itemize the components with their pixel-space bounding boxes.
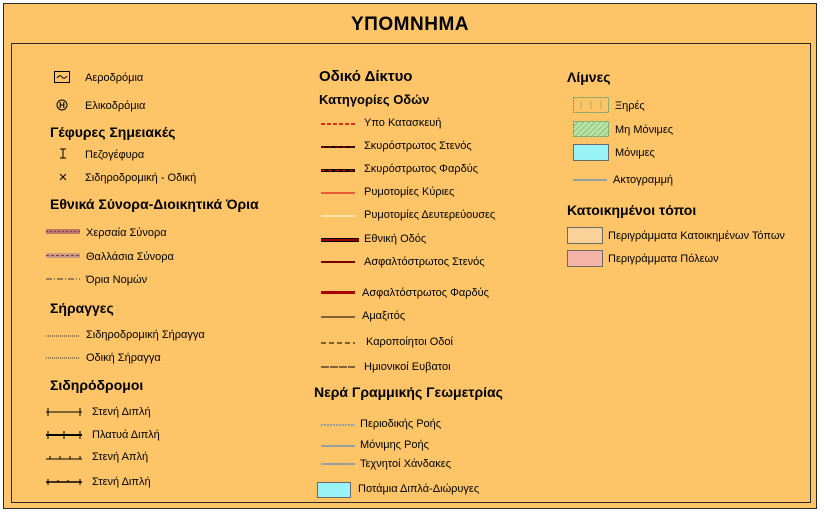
lakes-heading: Λίμνες xyxy=(567,69,611,85)
permanent-lake-label: Μόνιμες xyxy=(615,147,655,159)
mule-path-symbol xyxy=(321,366,355,368)
road-categories-heading: Κατηγορίες Οδών xyxy=(319,92,430,107)
non-permanent-lake-label: Μη Μόνιμες xyxy=(615,124,674,136)
road-label-0: Υπο Κατασκευή xyxy=(364,117,442,129)
road-tunnel-symbol xyxy=(46,357,80,359)
water-label-0: Περιοδικής Ροής xyxy=(360,418,442,430)
bridges-heading: Γέφυρες Σημειακές xyxy=(50,124,176,140)
road-label-8: Αμαξιτός xyxy=(362,310,406,322)
water-label-3: Ποτάμια Διπλά-Διώρυγες xyxy=(358,483,480,495)
railway-wide-double-symbol xyxy=(46,431,82,439)
permanent-flow-symbol xyxy=(321,445,355,447)
sea-border-symbol xyxy=(46,253,80,258)
secondary-streets-symbol xyxy=(321,215,355,217)
legend-title: ΥΠΟΜΝΗΜΑ xyxy=(351,14,469,35)
gravel-wide-symbol xyxy=(321,169,355,172)
coastline-label: Ακτογραμμή xyxy=(613,174,674,186)
road-under-construction-symbol xyxy=(321,123,355,125)
railway-1-label: Στενή Διπλή xyxy=(92,406,151,418)
sea-border-label: Θαλλάσια Σύνορα xyxy=(86,251,174,263)
asphalt-narrow-symbol xyxy=(321,261,355,263)
wagon-road-symbol xyxy=(321,342,355,344)
settlement-outline-swatch xyxy=(567,227,603,244)
footbridge-icon xyxy=(60,148,66,159)
water-label-2: Τεχνητοί Χάνδακες xyxy=(360,458,451,470)
dry-lake-label: Ξηρές xyxy=(615,100,645,112)
road-tunnel-label: Οδική Σήραγγα xyxy=(86,352,161,364)
airfield-icon xyxy=(54,71,70,83)
gravel-narrow-symbol xyxy=(321,146,355,148)
permanent-lake-swatch xyxy=(573,144,609,161)
road-label-1: Σκυρόστρωτος Στενός xyxy=(364,140,472,152)
road-label-3: Ρυμοτομίες Κύριες xyxy=(364,186,455,198)
borders-heading: Εθνικά Σύνορα-Διοικητικά Όρια xyxy=(50,196,259,212)
road-label-9: Καροποίητοι Οδοί xyxy=(366,336,453,348)
settlement-outline-label: Περιγράμματα Κατοικημένων Τόπων xyxy=(608,230,785,242)
airfields-label: Αεροδρόμια xyxy=(85,72,144,84)
city-outline-label: Περιγράμματα Πόλεων xyxy=(608,253,719,265)
periodic-flow-symbol xyxy=(321,424,355,426)
railways-heading: Σιδηρόδρομοι xyxy=(50,377,144,393)
non-permanent-lake-swatch xyxy=(573,121,609,137)
heliport-icon: H xyxy=(56,99,68,111)
svg-text:H: H xyxy=(59,101,65,110)
rail-road-bridge-icon xyxy=(59,173,67,181)
footbridge-label: Πεζογέφυρα xyxy=(85,149,145,161)
settlements-heading: Κατοικημένοι τόποι xyxy=(567,202,697,218)
heliports-label: Ελικοδρόμια xyxy=(85,100,146,112)
railway-narrow-single-symbol xyxy=(46,456,82,460)
road-label-7: Ασφαλτόστρωτος Φαρδύς xyxy=(362,287,489,299)
dry-lake-swatch xyxy=(573,97,609,113)
tunnels-heading: Σήραγγες xyxy=(50,300,114,316)
road-label-6: Ασφαλτόστρωτος Στενός xyxy=(364,256,485,268)
land-border-label: Χερσαία Σύνορα xyxy=(86,227,167,239)
prefecture-border-label: Όρια Νομών xyxy=(86,274,148,286)
railway-4-label: Στενή Διπλή xyxy=(92,476,151,488)
city-outline-swatch xyxy=(567,250,603,267)
main-streets-symbol xyxy=(321,192,355,194)
road-label-4: Ρυμοτομίες Δευτερεύουσες xyxy=(364,209,496,221)
legend-panel: ΥΠΟΜΝΗΜΑ Αεροδρόμια H Ελικοδρόμια Γέφυρε… xyxy=(3,3,817,509)
land-border-symbol xyxy=(46,229,80,234)
national-road-symbol xyxy=(321,238,359,242)
road-label-2: Σκυρόστρωτος Φαρδύς xyxy=(364,163,479,175)
railway-narrow-double-symbol xyxy=(46,408,82,416)
prefecture-border-symbol xyxy=(46,278,80,280)
railway-2-label: Πλατυά Διπλή xyxy=(92,429,160,441)
asphalt-wide-symbol xyxy=(321,291,355,294)
double-rivers-swatch xyxy=(317,482,351,498)
coastline-symbol xyxy=(573,179,607,181)
cart-road-symbol xyxy=(321,316,355,318)
rail-tunnel-symbol xyxy=(46,335,80,337)
artificial-ditch-symbol xyxy=(321,463,355,465)
rail-road-bridge-label: Σιδηροδρομική - Οδική xyxy=(85,172,197,184)
legend-body xyxy=(11,43,811,503)
linear-water-heading: Νερά Γραμμικής Γεωμετρίας xyxy=(314,384,503,400)
water-label-1: Μόνιμης Ροής xyxy=(360,439,429,451)
road-network-heading: Οδικό Δίκτυο xyxy=(319,68,413,85)
rail-tunnel-label: Σιδηροδρομική Σήραγγα xyxy=(86,329,205,341)
railway-narrow-double-2-symbol xyxy=(46,479,82,485)
railway-3-label: Στενή Απλή xyxy=(92,451,149,463)
road-label-5: Εθνική Οδός xyxy=(364,233,427,245)
road-label-10: Ημιονικοί Ευβατοι xyxy=(364,361,451,373)
